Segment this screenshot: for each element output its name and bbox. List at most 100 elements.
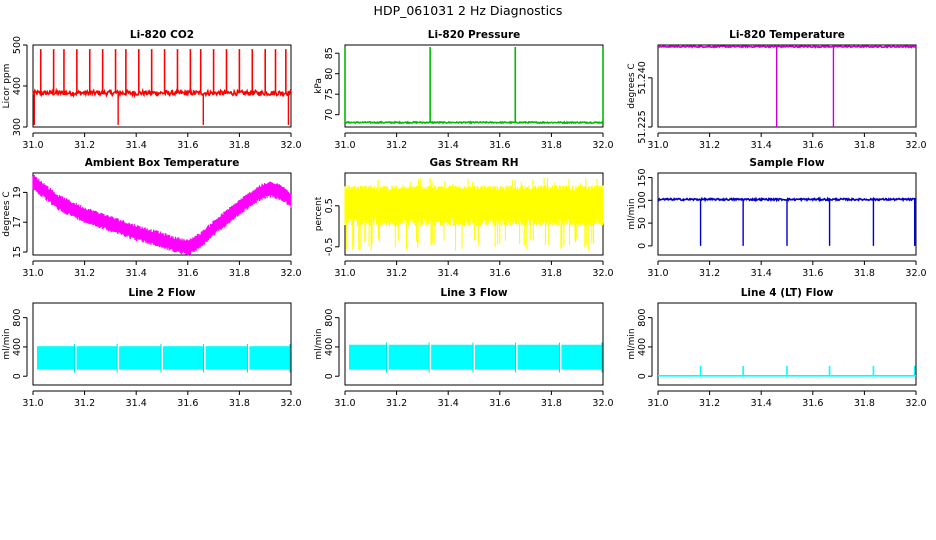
plot-frame [657, 302, 917, 386]
x-tick-label: 31.2 [386, 398, 407, 409]
chart-panel-1: Li-820 Pressure 31.0 31.2 31.4 31.6 31.8 32.0 7… [314, 29, 614, 151]
series-line [344, 120, 604, 125]
y-tick-label: 400 [12, 77, 23, 95]
x-tick-label: 32.0 [592, 140, 613, 151]
y-tick-label: 0 [324, 373, 335, 379]
data-series [349, 342, 603, 373]
data-series [344, 47, 604, 125]
y-tick-label: 300 [12, 118, 23, 136]
series-block [119, 346, 161, 370]
x-tick-label: 31.8 [854, 140, 875, 151]
x-tick-label: 31.0 [22, 268, 43, 279]
y-tick-label: 17 [12, 216, 23, 228]
y-tick-label: 150 [637, 168, 648, 186]
x-tick-label: 31.4 [751, 140, 772, 151]
panel-title: Gas Stream RH [429, 157, 518, 169]
x-tick-label: 31.6 [802, 140, 823, 151]
plot-frame [344, 44, 604, 128]
panel-title: Li-820 CO2 [130, 29, 194, 41]
series-band [344, 177, 604, 251]
series-line [657, 44, 917, 49]
y-tick-label: 51.240 [637, 61, 648, 94]
y-axis-label: ml/min [2, 328, 12, 359]
x-tick-label: 31.8 [854, 398, 875, 409]
x-tick-label: 31.8 [854, 268, 875, 279]
chart-panel-7: Line 3 Flow 31.0 31.2 31.4 31.6 31.8 32.0 0 400 8… [314, 287, 614, 409]
data-series [32, 49, 292, 125]
y-axis-label: degrees C [2, 191, 12, 236]
y-tick-label: 800 [637, 309, 648, 327]
x-tick-label: 31.6 [489, 268, 510, 279]
y-tick-label: -0.5 [324, 238, 335, 257]
data-series [658, 365, 916, 377]
chart-panel-4: Gas Stream RH 31.0 31.2 31.4 31.6 31.8 32.0 -0.… [314, 157, 614, 279]
panel-title: Sample Flow [749, 157, 824, 169]
y-axis-label: degrees C [627, 63, 637, 108]
y-tick-label: 70 [324, 109, 335, 121]
series-block [205, 346, 248, 370]
x-tick-label: 31.2 [699, 268, 720, 279]
x-tick-label: 31.0 [22, 398, 43, 409]
y-axis-label: ml/min [627, 328, 637, 359]
x-tick-label: 32.0 [905, 268, 926, 279]
y-axis-label: percent [314, 196, 324, 231]
x-tick-label: 32.0 [280, 140, 301, 151]
y-tick-label: 75 [324, 88, 335, 100]
plot-frame [32, 302, 292, 386]
panel-title: Line 3 Flow [440, 287, 507, 299]
panel-title: Li-820 Pressure [428, 29, 521, 41]
chart-panel-0: Li-820 CO2 31.0 31.2 31.4 31.6 31.8 32.0 300 400… [2, 29, 302, 151]
panel-title: Li-820 Temperature [729, 29, 845, 41]
x-tick-label: 31.2 [74, 398, 95, 409]
x-tick-label: 31.2 [699, 398, 720, 409]
x-tick-label: 31.2 [386, 268, 407, 279]
series-block [388, 344, 430, 370]
series-block [517, 344, 560, 370]
x-tick-label: 31.4 [751, 268, 772, 279]
y-tick-label: 0 [637, 373, 648, 379]
y-tick-label: 800 [324, 309, 335, 327]
y-tick-label: 0 [12, 373, 23, 379]
x-tick-label: 31.2 [74, 268, 95, 279]
x-tick-label: 31.2 [386, 140, 407, 151]
chart-panel-5: Sample Flow 31.0 31.2 31.4 31.6 31.8 32.0 0 50 10… [627, 157, 927, 279]
x-tick-label: 31.2 [699, 140, 720, 151]
series-block [76, 346, 118, 370]
chart-panel-6: Line 2 Flow 31.0 31.2 31.4 31.6 31.8 32.0 0 400 8… [2, 287, 302, 409]
series-block [475, 344, 516, 370]
plot-frame [657, 172, 917, 256]
x-tick-label: 31.8 [541, 398, 562, 409]
x-tick-label: 31.0 [647, 140, 668, 151]
x-tick-label: 31.0 [334, 140, 355, 151]
data-series [344, 177, 604, 251]
y-tick-label: 80 [324, 68, 335, 80]
y-tick-label: 100 [637, 191, 648, 209]
x-tick-label: 31.0 [647, 398, 668, 409]
x-tick-label: 31.6 [802, 268, 823, 279]
y-tick-label: 800 [12, 309, 23, 327]
x-tick-label: 31.0 [334, 268, 355, 279]
y-tick-label: 85 [324, 47, 335, 59]
y-axis-label: Licor ppm [2, 64, 12, 109]
x-tick-label: 31.4 [126, 398, 147, 409]
y-axis-label: kPa [314, 78, 324, 94]
y-tick-label: 50 [637, 217, 648, 229]
x-tick-label: 32.0 [280, 268, 301, 279]
x-tick-label: 31.8 [229, 398, 250, 409]
chart-panel-2: Li-820 Temperature 31.0 31.2 31.4 31.6 31.8 32… [627, 29, 927, 151]
series-block [37, 346, 75, 370]
x-tick-label: 31.8 [541, 140, 562, 151]
x-tick-label: 31.2 [74, 140, 95, 151]
data-series [657, 196, 917, 246]
series-band [32, 175, 292, 256]
x-tick-label: 31.8 [229, 268, 250, 279]
panel-title: Line 2 Flow [128, 287, 195, 299]
x-tick-label: 31.0 [22, 140, 43, 151]
y-axis-label: ml/min [314, 328, 324, 359]
y-tick-label: 19 [12, 186, 23, 198]
series-block [249, 346, 290, 370]
series-block [349, 344, 387, 370]
x-tick-label: 32.0 [905, 140, 926, 151]
x-tick-label: 31.6 [802, 398, 823, 409]
